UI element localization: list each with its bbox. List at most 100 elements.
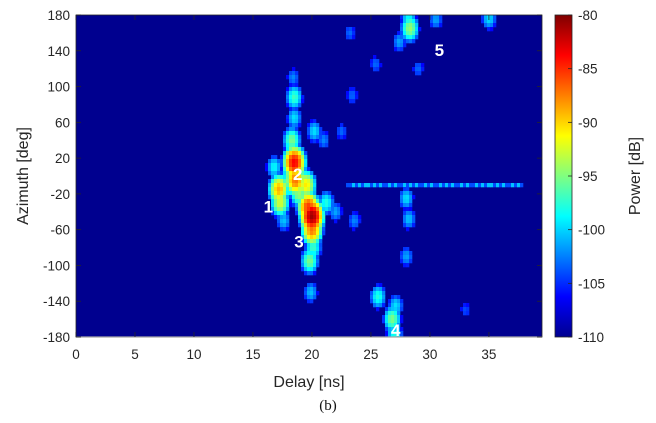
heatmap-cell [391,307,395,312]
heatmap-cell [385,327,389,332]
heatmap-cell [310,203,314,208]
heatmap-cell [403,203,407,208]
heatmap-cell [352,223,356,228]
heatmap-cell [316,131,320,136]
heatmap-cell [340,135,344,140]
heatmap-cell [391,319,395,324]
heatmap-cell [331,207,335,212]
heatmap-cell [310,187,314,192]
y-tick-label: 60 [55,115,70,130]
heatmap-cell [304,235,308,240]
heatmap-cell [307,227,311,232]
heatmap-cell [373,55,377,60]
x-tick-label: 25 [363,347,378,362]
heatmap-cell [322,199,326,204]
heatmap-cell [310,119,314,124]
heatmap-cell [301,227,305,232]
heatmap-cell [403,187,407,192]
heatmap-cell [376,59,380,64]
heatmap-cell [310,171,314,176]
heatmap-cell [349,223,353,228]
heatmap-cell [493,15,497,20]
heatmap-cell [394,331,398,336]
heatmap-cell [268,167,272,172]
heatmap-cell [376,299,380,304]
heatmap-cell [289,195,293,200]
heatmap-cell [307,255,311,260]
heatmap-cell [400,327,404,332]
heatmap-cell [283,143,287,148]
heatmap-cell [307,123,311,128]
heatmap-cell [313,223,317,228]
heatmap-cell [520,183,524,188]
heatmap-cell [310,207,314,212]
heatmap-cell [307,243,311,248]
heatmap-cell [382,287,386,292]
heatmap-cell [337,215,341,220]
y-tick-label: -140 [43,294,70,309]
heatmap-cell [310,219,314,224]
heatmap-cell [289,131,293,136]
colorbar-tick-label: -105 [578,276,605,291]
heatmap-cell [334,203,338,208]
heatmap-cell [484,183,488,188]
heatmap-cell [409,259,413,264]
heatmap-cell [295,95,299,100]
heatmap-cell [310,255,314,260]
heatmap-cell [373,291,377,296]
heatmap-cell [310,287,314,292]
heatmap-cell [391,327,395,332]
heatmap-cell [298,199,302,204]
heatmap-cell [406,39,410,44]
heatmap-cell [388,331,392,336]
heatmap-cell [316,239,320,244]
heatmap-cell [286,191,290,196]
heatmap-cell [322,219,326,224]
heatmap-cell [286,187,290,192]
heatmap-cell [307,295,311,300]
heatmap-cell [301,179,305,184]
heatmap-cell [388,303,392,308]
colorbar-tick-label: -95 [578,169,598,184]
heatmap-cell [397,335,401,337]
heatmap-cell [283,175,287,180]
heatmap-cell [397,43,401,48]
heatmap-cell [406,203,410,208]
x-axis-ticks: 0 5 10 15 20 25 30 35 [72,15,496,362]
heatmap-cell [403,199,407,204]
heatmap-cell [412,219,416,224]
heatmap-cell [394,47,398,52]
heatmap-cell [409,199,413,204]
heatmap-cell [295,103,299,108]
heatmap-cell [388,183,392,188]
heatmap-cell [310,231,314,236]
heatmap-cell [466,183,470,188]
heatmap-cell [283,151,287,156]
heatmap-cell [397,307,401,312]
heatmap-cell [331,199,335,204]
heatmap-cell [355,215,359,220]
heatmap-cell [286,223,290,228]
heatmap-cell [271,187,275,192]
heatmap-cell [274,183,278,188]
heatmap-cell [511,183,515,188]
heatmap-cell [316,223,320,228]
heatmap-cell [307,223,311,228]
heatmap-cell [271,175,275,180]
heatmap-cell [298,147,302,152]
heatmap-cell [409,183,413,188]
heatmap-cell [292,187,296,192]
heatmap-cell [352,35,356,40]
heatmap-cell [391,311,395,316]
heatmap-cell [304,199,308,204]
heatmap-cell [307,127,311,132]
heatmap-cell [379,63,383,68]
heatmap-cell [289,159,293,164]
heatmap-cell [292,147,296,152]
heatmap-cell [370,291,374,296]
heatmap-cell [304,151,308,156]
heatmap-cell [409,211,413,216]
heatmap-cell [406,227,410,232]
heatmap-cell [412,195,416,200]
heatmap-cell [427,183,431,188]
